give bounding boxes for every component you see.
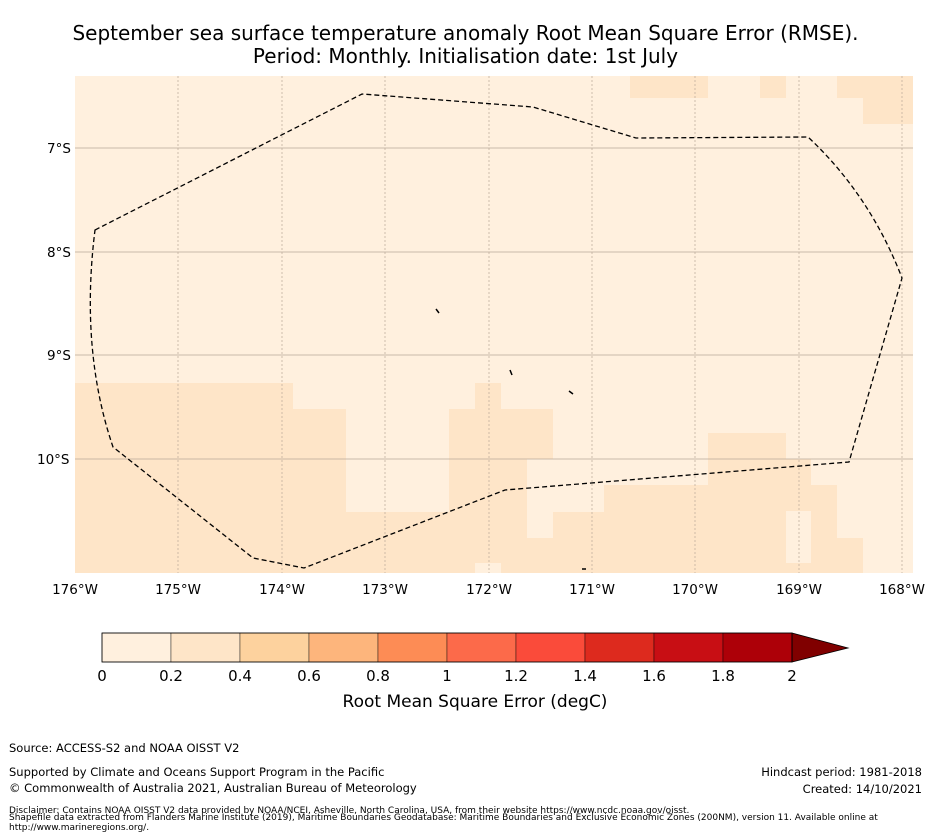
colorbar-segment <box>515 632 586 663</box>
colorbar-segments <box>101 632 793 663</box>
colorbar-tick: 1.2 <box>504 667 528 685</box>
source-text: Source: ACCESS-S2 and NOAA OISST V2 <box>9 741 240 755</box>
colorbar-segment <box>170 632 241 663</box>
lat-tick-label: 8°S <box>47 245 71 261</box>
lat-tick-label: 10°S <box>37 452 70 468</box>
gridlines <box>75 76 913 573</box>
grid-cell <box>293 409 346 573</box>
grid-cell <box>75 383 293 573</box>
colorbar-tick: 1.4 <box>573 667 597 685</box>
colorbar <box>101 632 850 663</box>
island <box>568 390 574 395</box>
grid-cell <box>837 538 863 573</box>
grid-cell <box>863 98 913 124</box>
supported-text: Supported by Climate and Oceans Support … <box>9 765 385 779</box>
copyright-text: © Commonwealth of Australia 2021, Austra… <box>9 781 417 795</box>
colorbar-tick: 1.8 <box>711 667 735 685</box>
colorbar-tick: 1 <box>442 667 452 685</box>
colorbar-segment <box>239 632 310 663</box>
island <box>509 369 513 376</box>
island <box>435 308 440 314</box>
colorbar-segment <box>722 632 793 663</box>
lon-tick-label: 176°W <box>52 582 98 598</box>
eez-boundary <box>89 93 903 569</box>
disclaimer-line-2: Shapefile data extracted from Flanders M… <box>9 813 878 823</box>
colorbar-segment <box>101 632 172 663</box>
map-title-line-2: Period: Monthly. Initialisation date: 1s… <box>252 44 679 68</box>
colorbar-segment <box>653 632 724 663</box>
colorbar-tick: 0.8 <box>366 667 390 685</box>
colorbar-tick: 0 <box>97 667 107 685</box>
grid-cell <box>811 485 837 573</box>
map-plot-area <box>75 76 913 573</box>
created-text: Created: 14/10/2021 <box>802 782 922 796</box>
grid-cell <box>786 563 811 573</box>
colorbar-tick: 2 <box>787 667 797 685</box>
grid-cell <box>553 512 604 573</box>
colorbar-segment <box>446 632 517 663</box>
lon-tick-label: 174°W <box>259 582 305 598</box>
colorbar-tick: 1.6 <box>642 667 666 685</box>
map-title-line-1: September sea surface temperature anomal… <box>72 21 859 45</box>
grid-cell <box>760 76 786 98</box>
colorbar-outline <box>101 632 793 663</box>
colorbar-segment <box>377 632 448 663</box>
grid-cell <box>527 538 553 573</box>
colorbar-segment <box>308 632 379 663</box>
colorbar-label: Root Mean Square Error (degC) <box>342 692 608 712</box>
islands <box>435 308 586 570</box>
lon-tick-label: 172°W <box>466 582 512 598</box>
grid-cell <box>630 76 708 98</box>
grid-cell <box>449 409 553 459</box>
grid-cell <box>475 563 501 573</box>
colorbar-extend-arrow <box>791 632 850 663</box>
hindcast-text: Hindcast period: 1981-2018 <box>761 765 922 779</box>
grid-cell <box>475 383 501 409</box>
lon-tick-label: 170°W <box>672 582 718 598</box>
lon-tick-label: 173°W <box>362 582 408 598</box>
lon-tick-label: 168°W <box>879 582 925 598</box>
lon-tick-label: 175°W <box>155 582 201 598</box>
lon-tick-label: 169°W <box>776 582 822 598</box>
grid-cell <box>786 459 811 511</box>
grid-cell <box>346 512 449 573</box>
lon-tick-label: 171°W <box>569 582 615 598</box>
grid-cell <box>449 459 527 573</box>
colorbar-tick: 0.4 <box>228 667 252 685</box>
colorbar-tick: 0.6 <box>297 667 321 685</box>
colorbar-tick: 0.2 <box>159 667 183 685</box>
grid-cell <box>837 76 913 98</box>
lat-tick-label: 7°S <box>47 141 71 157</box>
disclaimer-line-3: http://www.marineregions.org/. <box>9 823 150 833</box>
rmse-grid-cells <box>75 76 913 573</box>
disclaimer-line-1: Disclaimer: Contains NOAA OISST V2 data … <box>9 806 690 816</box>
lat-tick-label: 9°S <box>47 348 71 364</box>
colorbar-segment <box>584 632 655 663</box>
